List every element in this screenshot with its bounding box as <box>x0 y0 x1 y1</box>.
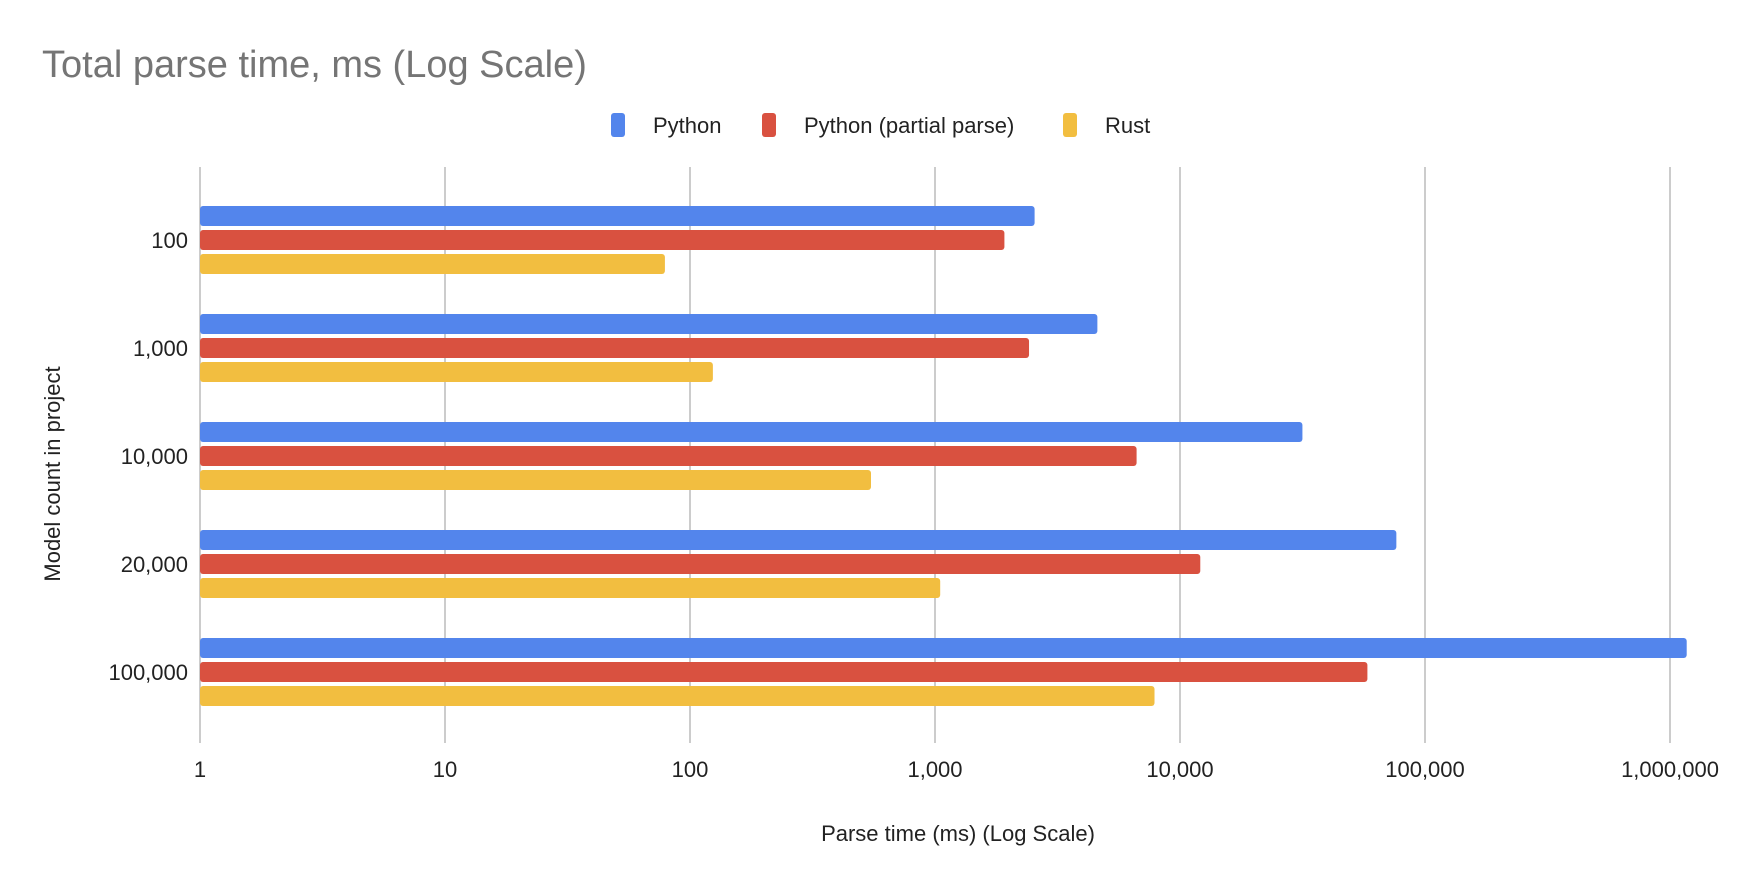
x-tick-label: 100,000 <box>1385 757 1465 782</box>
bar-python-1000 <box>200 314 1098 334</box>
bars <box>200 206 1687 706</box>
bar-python-partial-parse-1000 <box>200 338 1030 358</box>
legend-swatch <box>611 113 625 137</box>
y-tick-label: 100,000 <box>108 660 188 685</box>
legend-label: Rust <box>1105 113 1150 138</box>
x-tick-label: 100 <box>672 757 709 782</box>
legend: Python Python (partial parse) Rust <box>611 113 1150 138</box>
legend-swatch <box>1063 113 1077 137</box>
y-tick-label: 10,000 <box>121 444 188 469</box>
x-axis-title: Parse time (ms) (Log Scale) <box>821 821 1095 846</box>
bar-python-partial-parse-20000 <box>200 554 1201 574</box>
legend-label: Python <box>653 113 722 138</box>
bar-rust-20000 <box>200 578 941 598</box>
y-tick-label: 100 <box>151 228 188 253</box>
chart-title: Total parse time, ms (Log Scale) <box>42 44 587 86</box>
bar-rust-10000 <box>200 470 872 490</box>
bar-rust-100 <box>200 254 665 274</box>
x-tick-label: 10,000 <box>1146 757 1213 782</box>
bar-python-10000 <box>200 422 1303 442</box>
x-tick-label: 1 <box>194 757 206 782</box>
legend-label: Python (partial parse) <box>804 113 1014 138</box>
x-tick-label: 1,000 <box>907 757 962 782</box>
bar-rust-100000 <box>200 686 1155 706</box>
bar-python-20000 <box>200 530 1397 550</box>
x-axis-ticks: 1 10 100 1,000 10,000 100,000 1,000,000 <box>194 757 1719 782</box>
x-tick-label: 10 <box>433 757 457 782</box>
y-tick-label: 1,000 <box>133 336 188 361</box>
y-axis-title: Model count in project <box>40 366 65 581</box>
bar-python-partial-parse-100 <box>200 230 1005 250</box>
bar-python-partial-parse-10000 <box>200 446 1137 466</box>
bar-python-100000 <box>200 638 1687 658</box>
x-tick-label: 1,000,000 <box>1621 757 1719 782</box>
bar-rust-1000 <box>200 362 713 382</box>
bar-python-partial-parse-100000 <box>200 662 1368 682</box>
bar-python-100 <box>200 206 1035 226</box>
y-tick-label: 20,000 <box>121 552 188 577</box>
y-axis-ticks: 100 1,000 10,000 20,000 100,000 <box>108 228 188 685</box>
legend-swatch <box>762 113 776 137</box>
